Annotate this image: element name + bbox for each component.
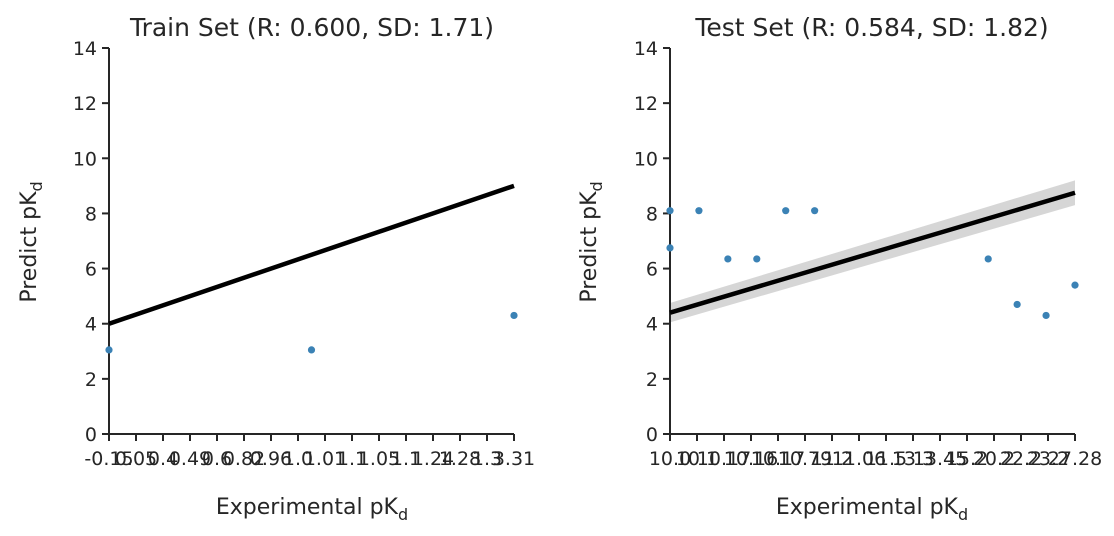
test-x-tick-label: 11.2: [811, 448, 853, 470]
test-x-tick-label: 15.2: [946, 448, 988, 470]
train-y-tick-label: 4: [85, 314, 97, 336]
train-y-tick-label: 6: [85, 259, 97, 281]
train-data-point: [307, 346, 316, 354]
test-data-point: [1071, 281, 1079, 289]
test-x-tick-label: 10.1: [676, 448, 718, 470]
test-set-panel: Test Set (R: 0.584, SD: 1.82) 0 2 4 6 8 10 12 1…: [577, 13, 1102, 524]
train-x-tick-label: 0.6: [202, 448, 232, 470]
test-data-point: [666, 244, 674, 252]
test-data-point: [666, 207, 674, 215]
test-x-axis-label: Experimental pKd: [776, 495, 968, 524]
train-y-tick-label: 8: [85, 203, 97, 225]
train-x-tick-label: 1.28: [439, 448, 481, 470]
train-x-tick-label: 1.1: [337, 448, 367, 470]
train-x-tick-label: 0.96: [250, 448, 292, 470]
train-y-tick-label: 12: [73, 93, 97, 115]
train-x-tick-label: 0.82: [223, 448, 265, 470]
test-x-tick-label: 10.16: [724, 448, 778, 470]
train-x-tick-label: 0.49: [169, 448, 211, 470]
train-x-tick-label: 1.05: [358, 448, 400, 470]
test-x-tick-label: 27.28: [1048, 448, 1102, 470]
test-chart-title: Test Set (R: 0.584, SD: 1.82): [694, 13, 1048, 42]
test-x-tick-label: 10.79: [778, 448, 832, 470]
train-set-panel: Train Set (R: 0.600, SD: 1.71) 0 2 4 6 8 10 12…: [17, 13, 535, 524]
test-data-point: [1013, 300, 1021, 309]
test-y-tick-label: 6: [646, 259, 658, 281]
train-x-tick-label: 1.01: [304, 448, 346, 470]
test-data-point: [724, 255, 732, 263]
test-data-point: [984, 255, 992, 263]
test-y-tick-label: 2: [646, 369, 658, 391]
test-x-tick-label: 22.2: [1000, 448, 1042, 470]
test-plot-area: 0246810121410.010.110.1710.1610.1710.791…: [634, 38, 1102, 470]
test-x-tick-label: 11.5: [865, 448, 907, 470]
train-plot-area: 02468101214-0.150.050.40.490.60.820.961.…: [73, 38, 535, 470]
test-x-tick-label: 20.2: [973, 448, 1015, 470]
test-x-tick-label: 23.2: [1027, 448, 1069, 470]
train-x-tick-label: 0.4: [148, 448, 178, 470]
train-chart-title: Train Set (R: 0.600, SD: 1.71): [129, 13, 494, 42]
train-data-point: [105, 346, 113, 354]
test-data-point: [753, 255, 761, 263]
test-x-tick-label: 13.45: [913, 448, 967, 470]
train-x-tick-label: 1.1: [391, 448, 421, 470]
train-regression-line: [108, 183, 515, 326]
test-data-point: [695, 207, 703, 215]
test-y-tick-label: 4: [646, 314, 658, 336]
train-x-tick-label: -0.15: [84, 448, 133, 470]
test-x-tick-label: 10.17: [697, 448, 751, 470]
test-x-tick-label: 13.3: [892, 448, 934, 470]
test-regression-line: [669, 190, 1076, 315]
test-x-tick-label: 11.06: [832, 448, 886, 470]
test-y-tick-label: 10: [634, 148, 658, 170]
train-x-tick-label: 0.05: [115, 448, 157, 470]
test-data-point: [782, 207, 790, 215]
test-y-axis-label: Predict pKd: [577, 181, 606, 302]
test-y-tick-label: 8: [646, 203, 658, 225]
test-data-point: [811, 207, 819, 215]
test-y-tick-label: 0: [646, 424, 658, 446]
train-y-tick-label: 10: [73, 148, 97, 170]
train-x-tick-label: 1.3: [472, 448, 502, 470]
train-y-tick-label: 2: [85, 369, 97, 391]
train-y-axis-label: Predict pKd: [17, 181, 46, 302]
train-x-tick-label: 1.0: [283, 448, 313, 470]
train-y-tick-label: 0: [85, 424, 97, 446]
train-y-tick-label: 14: [73, 38, 97, 60]
test-x-tick-label: 10.0: [649, 448, 691, 470]
train-x-tick-label: 3.31: [493, 448, 535, 470]
test-y-tick-label: 14: [634, 38, 658, 60]
train-x-axis-label: Experimental pKd: [216, 495, 408, 524]
test-x-tick-label: 10.17: [751, 448, 805, 470]
train-data-point: [510, 311, 518, 320]
train-x-tick-label: 1.24: [412, 448, 454, 470]
test-y-tick-label: 12: [634, 93, 658, 115]
test-data-point: [1042, 311, 1050, 320]
